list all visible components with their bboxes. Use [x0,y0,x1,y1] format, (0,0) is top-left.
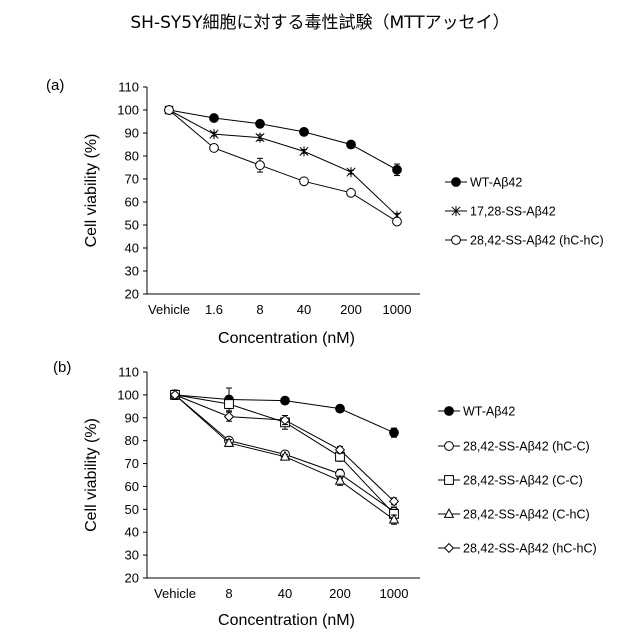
y-tick-label: 100 [117,387,139,402]
panel-label: (b) [53,359,71,376]
data-point [347,140,356,149]
figure: (a) 20 30 40 50 60 70 80 90 100 110 Vehicle 1.6 8 40 20… [0,0,640,640]
y-tick-label: 30 [125,264,139,279]
y-tick-label: 110 [118,80,139,95]
legend-entry: WT-Aβ42 [438,405,515,419]
y-tick-label: 110 [118,365,139,380]
x-tick-label: 1000 [383,302,412,317]
y-axis-label: Cell viability (%) [83,418,100,532]
series-1 [165,106,402,176]
legend-label: 28,42-SS-Aβ42 (hC-C) [463,440,590,454]
series-1 [171,388,399,437]
legend-entry: 28,42-SS-Aβ42 (hC-hC) [445,234,604,248]
data-point [256,119,265,128]
x-tick-label: Vehicle [154,586,196,601]
y-tick-label: 70 [125,456,139,471]
data-point [390,428,399,437]
legend-label: 28,42-SS-Aβ42 (hC-hC) [463,542,597,556]
legend-marker [445,509,454,517]
data-point [336,404,345,413]
x-tick-label: 200 [329,586,351,601]
chart-panel-a: (a) 20 30 40 50 60 70 80 90 100 110 Vehicle 1.6 8 40 20… [46,77,604,347]
data-point [393,165,402,174]
legend-entry: 28,42-SS-Aβ42 (hC-C) [438,440,590,454]
series-4 [171,390,399,524]
y-tick-label: 30 [125,548,139,563]
x-axis-label: Concentration (nM) [218,330,355,347]
x-tick-label: 8 [256,302,263,317]
y-tick-label: 40 [125,525,139,540]
data-point [300,146,308,156]
legend-label: 28,42-SS-Aβ42 (hC-hC) [470,234,604,248]
x-tick-label: Vehicle [148,302,190,317]
y-tick-label: 60 [125,479,139,494]
y-tick-label: 60 [125,195,139,210]
data-point [300,177,309,186]
data-point [347,188,356,197]
y-tick-label: 80 [125,149,139,164]
data-point [300,127,309,136]
legend-label: WT-Aβ42 [470,176,522,190]
y-tick-label: 90 [125,126,139,141]
x-tick-label: 1000 [380,586,409,601]
data-point [210,114,219,123]
y-tick-label: 80 [125,433,139,448]
y-tick-label: 20 [125,287,139,302]
legend-marker [445,407,454,416]
series-line [169,110,397,222]
data-point [281,396,290,405]
series-5 [171,390,399,505]
legend-label: WT-Aβ42 [463,405,515,419]
legend-marker [445,442,454,451]
y-tick-label: 50 [125,502,139,517]
data-point [210,144,219,153]
data-point [165,106,174,115]
data-point [347,167,355,177]
series-3 [165,106,402,226]
legend-marker [445,476,454,485]
legend-entry: 28,42-SS-Aβ42 (hC-hC) [438,542,597,556]
y-tick-label: 100 [117,103,139,118]
legend-marker [445,544,454,553]
x-axis-label: Concentration (nM) [218,612,355,629]
legend-marker [452,236,461,245]
x-tick-label: 200 [340,302,362,317]
series-line [169,110,397,170]
x-tick-label: 8 [225,586,232,601]
y-tick-label: 90 [125,410,139,425]
legend-entry: 28,42-SS-Aβ42 (C-hC) [438,508,590,522]
y-tick-label: 20 [125,571,139,586]
data-point [393,217,402,226]
x-tick-label: 40 [278,586,292,601]
series-line [175,395,394,501]
y-tick-label: 50 [125,218,139,233]
legend-entry: WT-Aβ42 [445,176,522,190]
data-point [256,161,265,170]
panel-label: (a) [46,77,64,94]
y-tick-label: 70 [125,172,139,187]
chart-panel-b: (b) 20 30 40 50 60 70 80 90 100 110 Vehicle 8 40 200 10… [53,359,597,629]
legend-label: 28,42-SS-Aβ42 (C-C) [463,474,583,488]
y-axis-label: Cell viability (%) [83,134,100,248]
y-tick-label: 40 [125,241,139,256]
legend-entry: 28,42-SS-Aβ42 (C-C) [438,474,583,488]
legend-label: 17,28-SS-Aβ42 [470,205,556,219]
x-tick-label: 40 [297,302,311,317]
series-2 [165,105,401,221]
legend-entry: 17,28-SS-Aβ42 [445,205,556,219]
data-point [225,412,234,421]
data-point [225,400,234,409]
x-tick-label: 1.6 [205,302,223,317]
legend-label: 28,42-SS-Aβ42 (C-hC) [463,508,590,522]
legend-marker [452,178,461,187]
